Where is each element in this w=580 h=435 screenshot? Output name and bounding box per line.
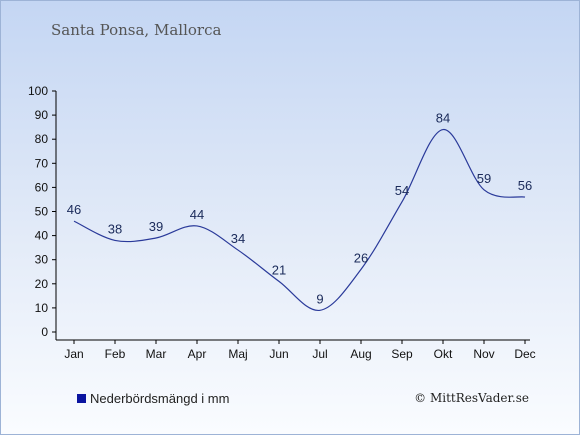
axes — [55, 91, 530, 341]
y-axis-ticks: 0 10 20 30 40 50 60 70 80 90 100 — [28, 84, 56, 339]
x-tick-label: Jul — [312, 347, 327, 361]
data-label: 34 — [231, 231, 245, 246]
data-label: 38 — [108, 221, 122, 236]
data-label: 39 — [149, 219, 163, 234]
x-tick-label: Dec — [514, 347, 535, 361]
x-tick-label: Mar — [146, 347, 167, 361]
data-label: 26 — [354, 250, 368, 265]
x-tick-label: Apr — [188, 347, 207, 361]
y-tick-label: 90 — [35, 108, 49, 122]
legend-swatch — [77, 394, 86, 403]
data-label: 84 — [436, 111, 450, 126]
y-tick-label: 50 — [35, 205, 49, 219]
x-tick-label: Okt — [434, 347, 453, 361]
y-tick-label: 30 — [35, 253, 49, 267]
data-labels: 46 38 39 44 34 21 9 26 54 84 59 56 — [67, 111, 532, 307]
copyright-credit: © MittResVader.se — [414, 391, 529, 405]
y-tick-label: 20 — [35, 277, 49, 291]
x-tick-label: Maj — [228, 347, 247, 361]
data-label: 9 — [316, 291, 323, 306]
y-tick-label: 0 — [41, 325, 48, 339]
chart-title: Santa Ponsa, Mallorca — [51, 21, 222, 39]
x-tick-label: Aug — [350, 347, 371, 361]
y-tick-label: 40 — [35, 229, 49, 243]
x-tick-label: Nov — [473, 347, 494, 361]
data-label: 46 — [67, 202, 81, 217]
x-tick-label: Feb — [105, 347, 126, 361]
data-label: 54 — [395, 183, 409, 198]
y-tick-label: 80 — [35, 132, 49, 146]
x-tick-label: Jun — [269, 347, 288, 361]
x-tick-label: Jan — [64, 347, 83, 361]
legend: Nederbördsmängd i mm — [77, 391, 229, 406]
y-tick-label: 100 — [28, 84, 48, 98]
x-tick-label: Sep — [391, 347, 413, 361]
data-label: 21 — [272, 262, 286, 277]
y-tick-label: 10 — [35, 301, 49, 315]
x-axis-ticks: Jan Feb Mar Apr Maj Jun Jul Aug Sep Okt Nov Dec — [64, 340, 536, 361]
y-tick-label: 60 — [35, 180, 49, 194]
legend-label: Nederbördsmängd i mm — [90, 391, 230, 406]
data-label: 59 — [477, 171, 491, 186]
data-label: 44 — [190, 207, 204, 222]
series-line — [73, 128, 526, 311]
data-label: 56 — [518, 178, 532, 193]
y-tick-label: 70 — [35, 156, 49, 170]
